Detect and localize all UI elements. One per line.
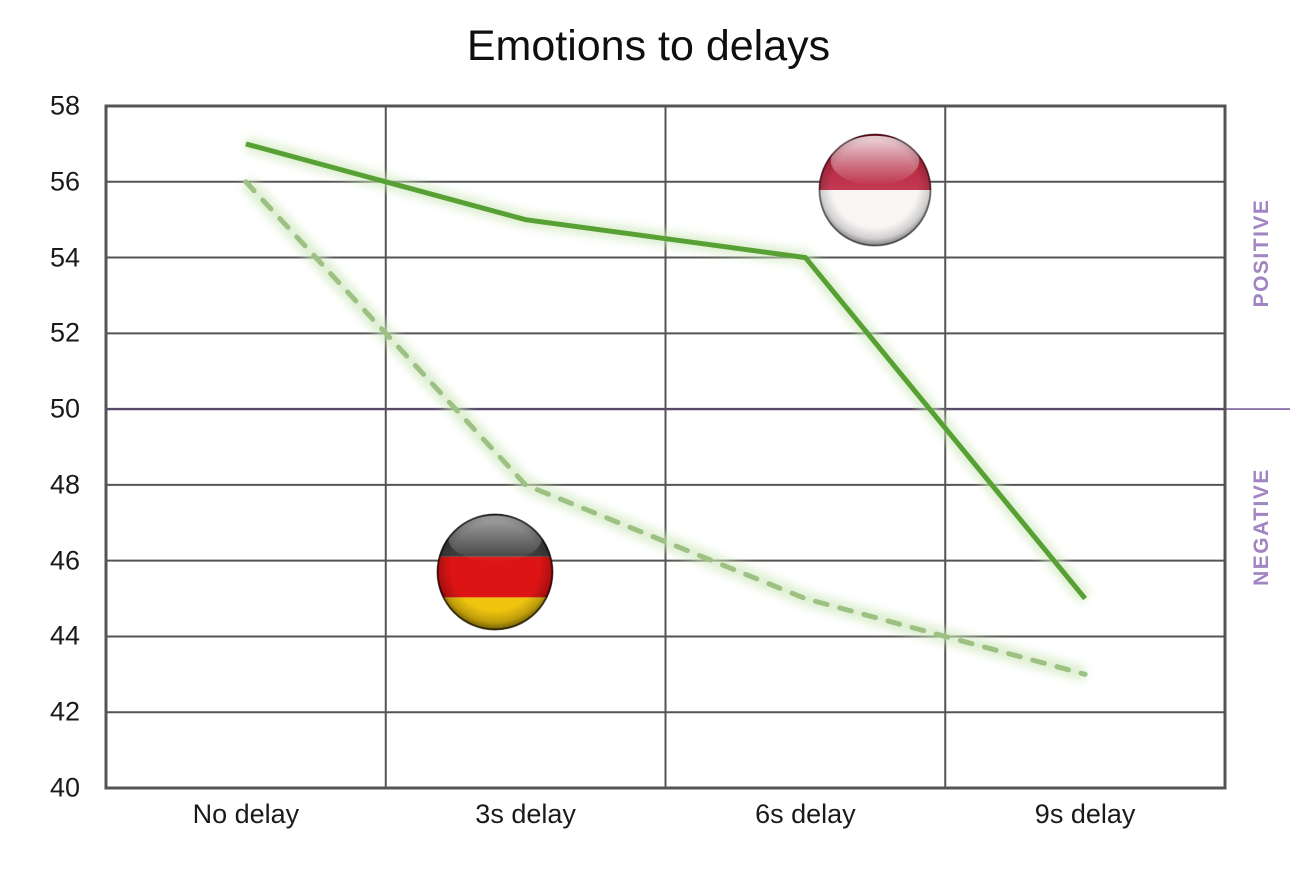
- y-axis-tick-label: 58: [49, 90, 80, 121]
- x-axis-category-label: 3s delay: [475, 799, 576, 829]
- germany-flag-icon: [436, 513, 554, 631]
- y-axis-tick-label: 56: [49, 166, 80, 197]
- negative-axis-label: NEGATIVE: [1250, 468, 1273, 586]
- series-line-solid: [245, 141, 1088, 601]
- y-axis-tick-label: 52: [49, 317, 80, 348]
- indonesia-flag-icon: [818, 133, 932, 247]
- grid-layer: [104, 104, 1290, 790]
- series-line-dashed: [243, 179, 1088, 677]
- x-axis-category-label: 6s delay: [755, 799, 856, 829]
- y-axis-tick-label: 48: [49, 469, 80, 500]
- y-axis-tick-label: 40: [49, 772, 80, 803]
- y-axis-tick-label: 46: [49, 545, 80, 576]
- y-axis-tick-label: 50: [49, 393, 80, 424]
- positive-axis-label: POSITIVE: [1250, 198, 1273, 308]
- series-layer: [240, 136, 1091, 682]
- y-axis-tick-label: 54: [49, 242, 80, 273]
- y-axis-tick-label: 42: [49, 696, 80, 727]
- plot-border: [104, 104, 1227, 790]
- chart-title: Emotions to delays: [466, 22, 831, 70]
- x-axis-category-label: 9s delay: [1034, 799, 1136, 829]
- y-axis-tick-label: 44: [49, 620, 80, 651]
- x-axis-category-label: No delay: [192, 799, 300, 829]
